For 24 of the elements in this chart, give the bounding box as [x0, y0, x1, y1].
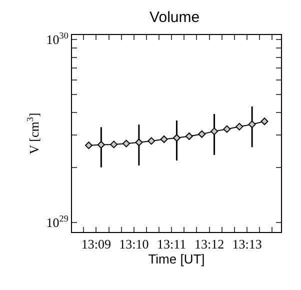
y-tick-label: 10$^{30}$: [46, 30, 69, 48]
point: [223, 125, 231, 133]
point: [84, 142, 92, 150]
point: [110, 140, 118, 148]
point: [210, 128, 218, 136]
point: [160, 136, 168, 144]
x-tick-label: 13:09: [81, 236, 112, 252]
point: [260, 118, 268, 126]
point: [236, 122, 244, 130]
x-tick-label: 13:12: [194, 236, 224, 252]
point: [135, 138, 143, 146]
point: [148, 137, 156, 145]
point: [97, 140, 105, 148]
y-tick-label: 10$^{29}$: [46, 213, 69, 230]
point: [122, 140, 130, 148]
point: [248, 120, 256, 128]
chart-title: Volume: [150, 9, 200, 26]
x-tick-label: 13:13: [232, 236, 262, 252]
x-axis-title: Time [UT]: [148, 252, 205, 267]
point: [185, 132, 193, 140]
point: [198, 130, 206, 138]
x-tick-label: 13:11: [156, 236, 186, 252]
x-tick-label: 13:10: [119, 236, 149, 252]
point: [172, 134, 180, 142]
